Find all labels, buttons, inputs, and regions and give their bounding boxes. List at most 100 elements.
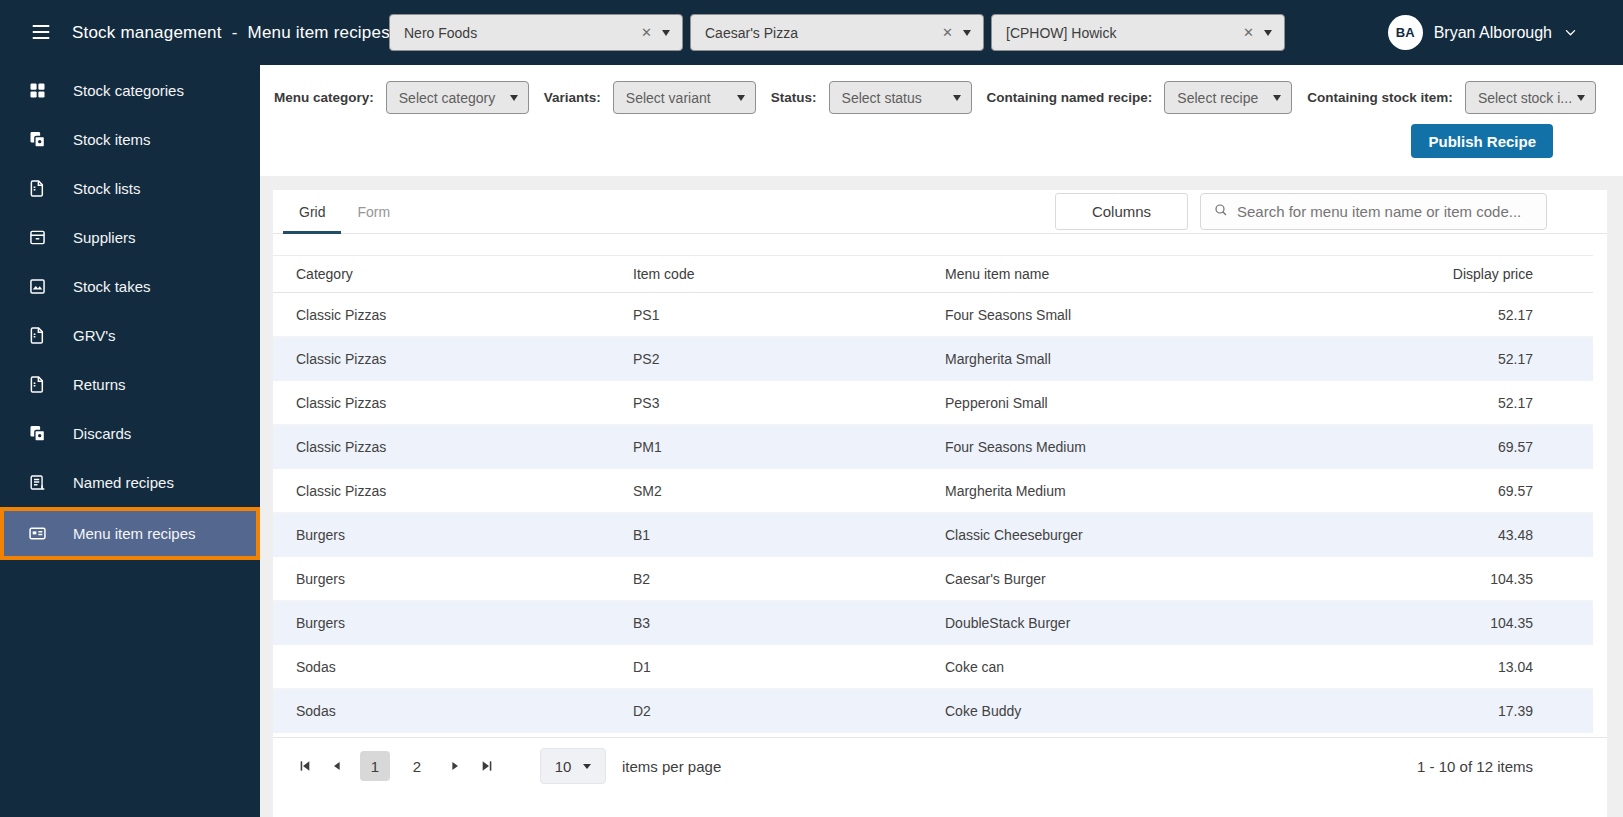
select-placeholder: Select recipe bbox=[1177, 90, 1273, 106]
sidebar-item-grv-s[interactable]: GRV's bbox=[0, 311, 260, 360]
clear-icon[interactable]: ✕ bbox=[1233, 25, 1264, 40]
sidebar-item-label: Stock categories bbox=[73, 82, 184, 99]
file-icon bbox=[26, 178, 48, 200]
sidebar-item-suppliers[interactable]: Suppliers bbox=[0, 213, 260, 262]
columns-button[interactable]: Columns bbox=[1055, 193, 1188, 230]
sidebar-item-stock-lists[interactable]: Stock lists bbox=[0, 164, 260, 213]
table-row[interactable]: Classic PizzasPS2Margherita Small52.17 bbox=[273, 337, 1593, 381]
table-row[interactable]: Classic PizzasPS1Four Seasons Small52.17 bbox=[273, 293, 1593, 337]
filter-select-containing-named-recipe[interactable]: Select recipe bbox=[1164, 81, 1292, 114]
dropdown-caret-icon[interactable] bbox=[1264, 30, 1272, 36]
cell-category: Classic Pizzas bbox=[273, 483, 610, 499]
avatar: BA bbox=[1388, 15, 1423, 50]
table-row[interactable]: BurgersB1Classic Cheeseburger43.48 bbox=[273, 513, 1593, 557]
next-page-button[interactable] bbox=[446, 757, 464, 775]
sidebar-item-returns[interactable]: Returns bbox=[0, 360, 260, 409]
filter-select-containing-stock-item[interactable]: Select stock i... bbox=[1465, 81, 1596, 114]
table-row[interactable]: SodasD1Coke can13.04 bbox=[273, 645, 1593, 689]
last-page-button[interactable] bbox=[478, 757, 496, 775]
cell-menu-item-name: Classic Cheeseburger bbox=[922, 527, 1353, 543]
menu-icon[interactable] bbox=[28, 21, 54, 43]
cell-display-price: 52.17 bbox=[1353, 307, 1593, 323]
prev-page-button[interactable] bbox=[328, 757, 346, 775]
file-icon bbox=[26, 374, 48, 396]
sidebar-item-stock-categories[interactable]: Stock categories bbox=[0, 66, 260, 115]
table-row[interactable]: Classic PizzasPM1Four Seasons Medium69.5… bbox=[273, 425, 1593, 469]
search-icon bbox=[1213, 202, 1229, 222]
sidebar-item-menu-item-recipes[interactable]: Menu item recipes bbox=[0, 507, 260, 560]
scope-selector-2[interactable]: Caesar's Pizza✕ bbox=[690, 14, 984, 51]
filter-group-containing-named-recipe: Containing named recipe: Select recipe bbox=[987, 81, 1293, 114]
clear-icon[interactable]: ✕ bbox=[932, 25, 963, 40]
cell-display-price: 43.48 bbox=[1353, 527, 1593, 543]
clipboard-icon bbox=[26, 472, 48, 494]
grid-icon bbox=[26, 80, 48, 102]
archive-icon bbox=[26, 227, 48, 249]
scope-selector-1[interactable]: Nero Foods✕ bbox=[389, 14, 683, 51]
copy-icon bbox=[26, 423, 48, 445]
cell-display-price: 104.35 bbox=[1353, 571, 1593, 587]
items-per-page-label: items per page bbox=[622, 758, 721, 775]
clear-icon[interactable]: ✕ bbox=[631, 25, 662, 40]
filter-select-variants[interactable]: Select variant bbox=[613, 81, 756, 114]
search-box[interactable] bbox=[1200, 193, 1547, 230]
table-row[interactable]: BurgersB3DoubleStack Burger104.35 bbox=[273, 601, 1593, 645]
page-button-1[interactable]: 1 bbox=[360, 751, 390, 781]
cell-category: Classic Pizzas bbox=[273, 439, 610, 455]
tab-strip: GridForm Columns bbox=[273, 190, 1607, 234]
dropdown-caret-icon[interactable] bbox=[662, 30, 670, 36]
table-row[interactable]: Classic PizzasPS3Pepperoni Small52.17 bbox=[273, 381, 1593, 425]
cell-item-code: PS1 bbox=[610, 307, 922, 323]
sidebar-item-stock-takes[interactable]: Stock takes bbox=[0, 262, 260, 311]
column-header-category[interactable]: Category bbox=[273, 266, 610, 282]
scope-selector-3[interactable]: [CPHOW] Howick✕ bbox=[991, 14, 1285, 51]
sidebar-item-label: Named recipes bbox=[73, 474, 174, 491]
cell-item-code: B3 bbox=[610, 615, 922, 631]
dropdown-caret-icon[interactable] bbox=[963, 30, 971, 36]
cell-item-code: PS2 bbox=[610, 351, 922, 367]
filter-select-menu-category[interactable]: Select category bbox=[386, 81, 529, 114]
column-header-item-code[interactable]: Item code bbox=[610, 266, 922, 282]
cell-item-code: D2 bbox=[610, 703, 922, 719]
tab-grid[interactable]: Grid bbox=[283, 190, 341, 233]
dropdown-caret-icon bbox=[1577, 95, 1585, 101]
cell-menu-item-name: DoubleStack Burger bbox=[922, 615, 1353, 631]
sidebar-item-label: Menu item recipes bbox=[73, 525, 196, 542]
page-size-value: 10 bbox=[555, 758, 572, 775]
search-input[interactable] bbox=[1237, 203, 1536, 220]
user-menu[interactable]: BA Bryan Alborough bbox=[1388, 0, 1578, 65]
select-placeholder: Select variant bbox=[626, 90, 737, 106]
page-button-2[interactable]: 2 bbox=[402, 751, 432, 781]
avatar-initials: BA bbox=[1396, 25, 1415, 40]
table-row[interactable]: BurgersB2Caesar's Burger104.35 bbox=[273, 557, 1593, 601]
publish-recipe-button[interactable]: Publish Recipe bbox=[1411, 124, 1553, 158]
cell-category: Burgers bbox=[273, 571, 610, 587]
cell-display-price: 17.39 bbox=[1353, 703, 1593, 719]
filter-select-status[interactable]: Select status bbox=[829, 81, 972, 114]
dropdown-caret-icon bbox=[510, 95, 518, 101]
page-buttons: 12 bbox=[360, 751, 432, 781]
dropdown-caret-icon bbox=[953, 95, 961, 101]
column-header-display-price[interactable]: Display price bbox=[1353, 266, 1593, 282]
cell-display-price: 52.17 bbox=[1353, 395, 1593, 411]
filter-label: Containing named recipe: bbox=[987, 90, 1153, 105]
grid-card: GridForm Columns CategoryItem codeMenu i… bbox=[273, 190, 1607, 817]
cell-category: Classic Pizzas bbox=[273, 351, 610, 367]
page-size-dropdown[interactable]: 10 bbox=[540, 748, 606, 784]
cell-item-code: D1 bbox=[610, 659, 922, 675]
sidebar-item-stock-items[interactable]: Stock items bbox=[0, 115, 260, 164]
sidebar-item-discards[interactable]: Discards bbox=[0, 409, 260, 458]
main: Menu category:Select categoryVariants:Se… bbox=[260, 65, 1623, 817]
cell-display-price: 52.17 bbox=[1353, 351, 1593, 367]
first-page-button[interactable] bbox=[296, 757, 314, 775]
cell-item-code: PS3 bbox=[610, 395, 922, 411]
cell-menu-item-name: Coke Buddy bbox=[922, 703, 1353, 719]
cell-menu-item-name: Four Seasons Medium bbox=[922, 439, 1353, 455]
scope-value: Caesar's Pizza bbox=[705, 25, 932, 41]
sidebar-item-named-recipes[interactable]: Named recipes bbox=[0, 458, 260, 507]
cell-category: Classic Pizzas bbox=[273, 395, 610, 411]
column-header-menu-item-name[interactable]: Menu item name bbox=[922, 266, 1353, 282]
tab-form[interactable]: Form bbox=[341, 190, 406, 233]
table-row[interactable]: SodasD2Coke Buddy17.39 bbox=[273, 689, 1593, 733]
table-row[interactable]: Classic PizzasSM2Margherita Medium69.57 bbox=[273, 469, 1593, 513]
